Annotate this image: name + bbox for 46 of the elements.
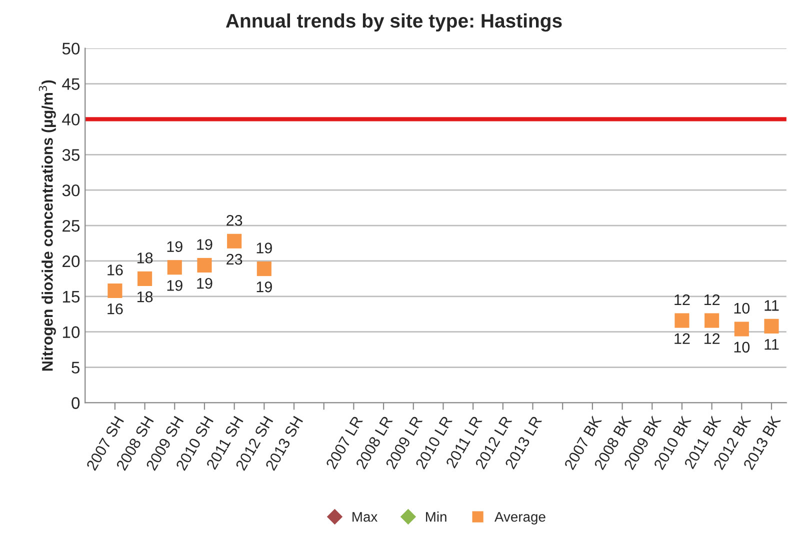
annotation: 19 xyxy=(256,242,272,254)
annotation: 18 xyxy=(137,252,153,264)
y-tick-label: 35 xyxy=(62,149,80,161)
annotation: 11 xyxy=(764,339,779,350)
y-tick-label: 20 xyxy=(62,255,80,268)
point xyxy=(227,234,242,248)
y-tick-label: 30 xyxy=(62,184,80,196)
annotation: 19 xyxy=(197,278,212,289)
annotation: 19 xyxy=(167,241,182,252)
y-tick-label: 0 xyxy=(72,397,80,409)
y-tick-label: 40 xyxy=(62,114,80,126)
point xyxy=(704,313,720,328)
annotation: 19 xyxy=(167,280,182,291)
point xyxy=(674,313,690,328)
y-tick-label: 10 xyxy=(62,326,80,338)
y-tick-label: 15 xyxy=(62,290,80,303)
annotation: 23 xyxy=(226,254,242,265)
point xyxy=(108,283,122,298)
y-tick-label: 50 xyxy=(62,42,80,55)
point xyxy=(167,260,182,275)
legend-label: Average xyxy=(494,512,546,524)
annotation: 12 xyxy=(674,294,690,306)
legend-label: Min xyxy=(426,512,446,522)
point xyxy=(138,271,152,286)
annotation: 10 xyxy=(734,302,750,314)
chart-title: Annual trends by site type: Hastings xyxy=(226,13,562,32)
point xyxy=(197,258,212,273)
legend-label: Max xyxy=(352,512,378,522)
point xyxy=(256,261,272,276)
annotation: 23 xyxy=(226,214,242,226)
annotation: 12 xyxy=(674,333,690,344)
point xyxy=(734,322,749,336)
annotation: 12 xyxy=(704,294,720,306)
y-tick-label: 45 xyxy=(62,78,80,90)
y-axis-title: Nitrogen dioxide concentrations (µg/m$^{3}$) xyxy=(38,80,56,371)
annotation: 18 xyxy=(137,291,153,302)
annotation: 11 xyxy=(764,300,779,311)
annotation: 10 xyxy=(734,342,750,353)
annotation: 19 xyxy=(197,239,212,250)
point xyxy=(764,318,779,334)
annotation: 16 xyxy=(108,264,123,276)
y-tick-label: 5 xyxy=(72,362,80,374)
y-tick-label: 25 xyxy=(62,220,80,232)
annotation: 19 xyxy=(256,282,272,292)
annotation: 16 xyxy=(108,303,123,314)
annotation: 12 xyxy=(704,333,720,344)
